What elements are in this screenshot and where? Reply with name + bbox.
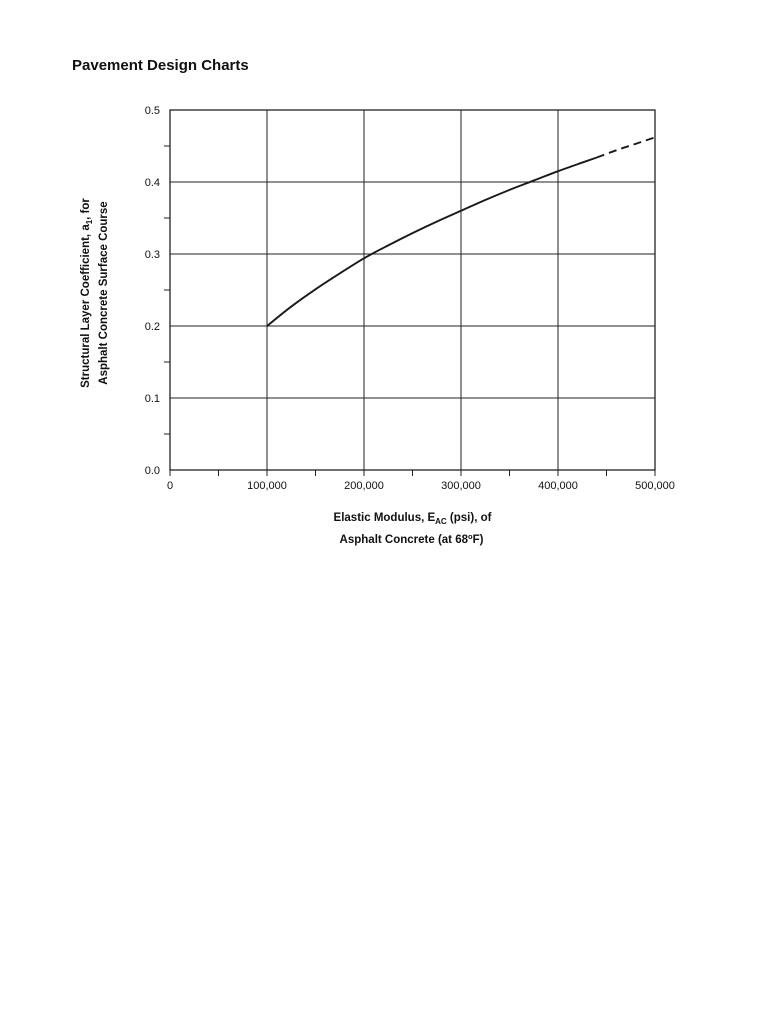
y-tick-label: 0.3 <box>145 249 160 261</box>
x-axis-title-line2: Asphalt Concrete (at 68oF) <box>340 532 484 546</box>
x-axis-title-line1: Elastic Modulus, EAC (psi), of <box>334 512 492 526</box>
y-tick-label: 0.0 <box>145 465 160 477</box>
curve-solid <box>266 156 598 327</box>
page-title: Pavement Design Charts <box>72 57 249 74</box>
y-tick-label: 0.1 <box>145 393 160 405</box>
y-axis-title-line1: Structural Layer Coefficient, a1, for <box>80 198 94 388</box>
x-tick-label: 500,000 <box>635 480 675 492</box>
y-tick-label: 0.4 <box>145 177 160 189</box>
curve-dashed-extrapolation <box>596 136 656 159</box>
x-tick-label: 400,000 <box>538 480 578 492</box>
x-tick-label: 200,000 <box>344 480 384 492</box>
y-axis-title-line2: Asphalt Concrete Surface Course <box>98 201 110 384</box>
y-tick-label: 0.5 <box>145 105 160 117</box>
x-tick-label: 300,000 <box>441 480 481 492</box>
plot-border <box>169 109 656 471</box>
x-tick-label: 0 <box>167 480 173 492</box>
y-tick-label: 0.2 <box>145 321 160 333</box>
x-tick-label: 100,000 <box>247 480 287 492</box>
